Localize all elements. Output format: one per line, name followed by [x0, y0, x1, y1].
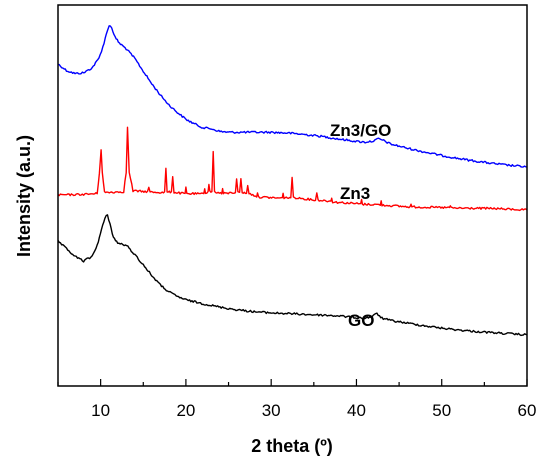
series-line-zn3-go — [57, 25, 528, 168]
series-label-zn3-go: Zn3/GO — [330, 121, 391, 140]
x-tick-label-40: 40 — [347, 401, 366, 420]
x-tick-label-10: 10 — [91, 401, 110, 420]
plot-frame — [57, 4, 528, 387]
y-axis-title: Intensity (a.u.) — [14, 135, 34, 257]
series-line-zn3 — [57, 126, 528, 212]
series-line-go — [57, 214, 528, 337]
x-tick-label-60: 60 — [518, 401, 537, 420]
series-layer — [57, 25, 528, 337]
x-axis-title: 2 theta (º) — [251, 436, 333, 456]
x-tick-label-50: 50 — [432, 401, 451, 420]
series-label-go: GO — [348, 311, 374, 330]
series-label-zn3: Zn3 — [340, 184, 370, 203]
x-ticks: 10 20 30 40 50 60 — [57, 379, 537, 420]
x-tick-label-20: 20 — [176, 401, 195, 420]
x-tick-label-30: 30 — [262, 401, 281, 420]
